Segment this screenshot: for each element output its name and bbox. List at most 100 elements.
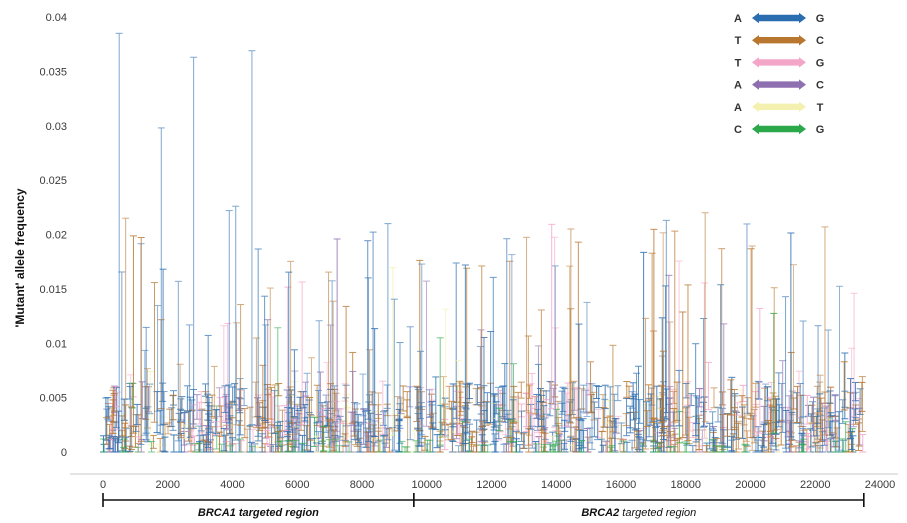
error-bar	[284, 440, 292, 453]
error-bar	[233, 322, 241, 426]
error-bar	[357, 423, 365, 453]
error-bar	[620, 440, 628, 453]
error-bar	[195, 425, 203, 451]
error-bar	[423, 439, 431, 453]
region-text: targeted region	[236, 507, 319, 519]
error-bar	[752, 382, 760, 408]
error-bar	[503, 238, 511, 420]
error-bar	[728, 376, 736, 452]
error-bar	[524, 335, 532, 446]
error-bar	[512, 438, 520, 453]
y-tick-label: 0.04	[46, 12, 67, 24]
error-bar	[468, 431, 476, 446]
error-bar	[164, 422, 172, 435]
error-bar	[478, 265, 486, 428]
error-bar	[551, 236, 559, 429]
x-tick-label: 18000	[670, 479, 701, 491]
error-bar	[574, 241, 582, 431]
error-bar	[684, 284, 692, 442]
x-tick-label: 6000	[285, 479, 309, 491]
error-bar	[855, 397, 863, 414]
error-bar	[418, 263, 426, 436]
double-arrow-icon	[752, 123, 806, 135]
error-bar	[689, 445, 697, 453]
legend-from: T	[735, 35, 742, 47]
error-bar	[364, 240, 372, 412]
error-bar	[842, 421, 850, 452]
error-bar	[445, 385, 453, 410]
error-bar-outlier	[248, 50, 256, 426]
error-bar	[389, 267, 397, 437]
error-bar	[546, 380, 554, 417]
error-bar	[804, 433, 812, 450]
error-bar	[401, 446, 409, 453]
error-bar	[428, 388, 436, 401]
error-bar-outlier	[384, 223, 392, 441]
error-bar	[608, 445, 616, 453]
error-bar	[575, 323, 583, 446]
error-bar	[718, 446, 726, 453]
error-bar	[658, 385, 666, 423]
error-bar	[185, 324, 193, 445]
error-bar	[316, 371, 324, 439]
y-tick-label: 0.02	[46, 230, 67, 242]
error-bar	[266, 287, 274, 420]
error-bar	[702, 445, 710, 453]
error-bar	[413, 385, 421, 423]
error-bar	[411, 430, 419, 453]
error-bar	[489, 276, 497, 445]
region-gene: BRCA2	[581, 507, 619, 519]
error-bar	[718, 391, 726, 406]
error-bar	[277, 444, 285, 453]
error-bar-outlier	[662, 219, 670, 421]
error-bar	[484, 444, 492, 453]
x-tick-label: 10000	[411, 479, 442, 491]
region-text: targeted region	[619, 507, 696, 519]
error-bar	[333, 238, 341, 439]
error-bar	[558, 439, 566, 453]
error-bar	[813, 385, 821, 428]
error-bar	[453, 385, 461, 403]
double-arrow-icon	[752, 79, 806, 90]
error-bar	[562, 392, 570, 427]
error-bar	[614, 415, 622, 435]
x-tick-label: 4000	[220, 479, 244, 491]
error-bar	[594, 417, 602, 441]
error-bar	[817, 397, 825, 443]
error-bar	[349, 370, 357, 426]
error-bar	[765, 422, 773, 450]
error-bar	[318, 402, 326, 445]
error-bar	[787, 232, 795, 438]
error-bar	[327, 324, 335, 446]
error-bar	[176, 363, 184, 436]
error-bar-outlier	[232, 205, 240, 441]
error-bar	[143, 368, 151, 429]
y-tick-label: 0.005	[39, 393, 67, 405]
error-bar	[236, 438, 244, 453]
error-bar	[566, 265, 574, 416]
error-bar	[700, 318, 708, 413]
error-bar	[774, 440, 782, 453]
error-bar	[508, 426, 516, 453]
y-axis: 0 0.005 0.01 0.015 0.02 0.025 0.03 0.035 0.04	[39, 12, 67, 459]
error-bar	[454, 360, 462, 422]
error-bar	[605, 399, 613, 424]
error-bar	[855, 422, 863, 451]
error-bar	[342, 397, 350, 441]
y-tick-label: 0.035	[39, 66, 67, 78]
error-bar	[221, 434, 229, 453]
error-bar	[831, 440, 839, 453]
error-bar	[313, 435, 321, 453]
error-bar	[769, 409, 777, 447]
x-tick-label: 12000	[476, 479, 507, 491]
error-bar	[371, 328, 379, 438]
error-bar	[137, 237, 145, 442]
error-bar	[403, 446, 411, 453]
error-bar	[337, 408, 345, 424]
error-bar	[654, 442, 662, 453]
error-bar	[496, 407, 504, 432]
error-bar	[700, 282, 708, 439]
